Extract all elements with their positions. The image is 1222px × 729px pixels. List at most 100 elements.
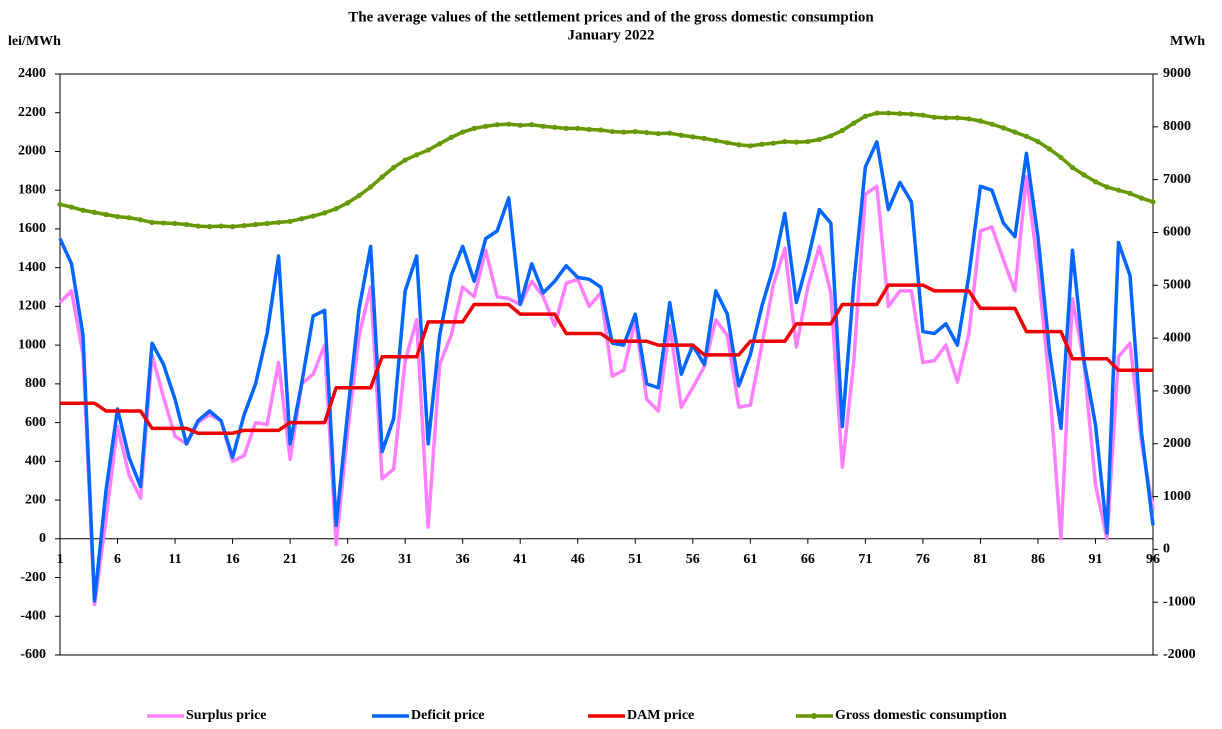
x-tick-label: 16 [226, 552, 240, 567]
series-marker [460, 129, 466, 135]
series-marker [195, 223, 201, 229]
series-line [58, 140, 1155, 603]
legend-label: Gross domestic consumption [835, 708, 1007, 723]
series-marker [954, 115, 961, 121]
series-marker [172, 220, 178, 227]
series-marker [241, 222, 247, 229]
series-marker [977, 118, 984, 124]
legend-label: DAM price [627, 708, 694, 723]
series-marker [816, 136, 822, 143]
series-marker [1127, 190, 1133, 196]
series-marker [1069, 164, 1076, 171]
series-marker [425, 147, 431, 153]
y-tick-label: 400 [25, 454, 46, 469]
plot-frame [59, 73, 1154, 656]
series-marker [114, 214, 121, 220]
series-marker [598, 127, 604, 133]
series-marker [471, 125, 477, 132]
series-marker [506, 121, 512, 127]
series-marker [667, 130, 673, 136]
x-tick-label: 41 [513, 552, 527, 567]
series-marker [137, 217, 144, 223]
series-marker [1150, 199, 1156, 205]
series-marker [931, 114, 938, 120]
series-marker [609, 128, 615, 135]
series-marker [563, 125, 569, 132]
x-tick-label: 81 [973, 552, 987, 567]
chart-subtitle: January 2022 [567, 27, 654, 43]
y-tick-label: -200 [20, 570, 46, 585]
series-marker [57, 201, 63, 208]
x-tick-label: 46 [571, 552, 585, 567]
series-marker [414, 152, 420, 158]
series-marker [68, 204, 75, 210]
series-marker [333, 206, 339, 212]
y-tick-label: 0 [39, 531, 46, 546]
series-marker [483, 123, 489, 129]
y-tick-label: 2400 [18, 66, 46, 81]
y2-tick-label: -1000 [1163, 594, 1196, 609]
series-marker [793, 139, 799, 145]
series-marker [943, 115, 949, 121]
series-marker [529, 122, 535, 128]
series-marker [575, 125, 581, 132]
series-marker [759, 141, 765, 147]
y2-tick-label: 2000 [1163, 436, 1191, 451]
y2-axis-label: MWh [1170, 34, 1205, 49]
series-marker [1023, 133, 1030, 139]
y-tick-label: -600 [20, 647, 46, 662]
series-marker [91, 209, 98, 215]
series-marker [252, 221, 259, 228]
series-marker [345, 200, 351, 206]
y-tick-label: 800 [25, 376, 46, 391]
series-marker [862, 113, 868, 119]
y2-tick-label: 5000 [1163, 277, 1191, 292]
series-marker [1092, 179, 1099, 185]
x-tick-label: 96 [1146, 552, 1160, 567]
legend-marker [811, 713, 817, 719]
x-tick-label: 71 [858, 552, 872, 567]
series-marker [356, 192, 362, 199]
series-marker [540, 123, 546, 129]
series-marker [80, 207, 86, 213]
series-marker [1012, 129, 1018, 135]
series-marker [690, 134, 696, 140]
series-marker [644, 130, 650, 136]
series-line [60, 283, 1153, 435]
y2-tick-label: -2000 [1163, 647, 1196, 662]
x-tick-label: 11 [168, 552, 181, 567]
series-marker [966, 116, 972, 122]
y-tick-label: 1000 [18, 337, 46, 352]
y-axis-label: lei/MWh [8, 34, 61, 49]
series-marker [391, 164, 397, 171]
series-marker [736, 142, 742, 148]
series-marker [218, 223, 224, 229]
x-tick-label: 86 [1031, 552, 1045, 567]
series-marker [1046, 146, 1053, 152]
series-marker [1035, 139, 1041, 145]
series-marker [448, 134, 454, 140]
x-tick-label: 61 [743, 552, 757, 567]
series-marker [1000, 125, 1007, 131]
series-marker [149, 219, 155, 226]
series-marker [885, 110, 891, 116]
series-marker [322, 210, 328, 216]
series-marker [897, 111, 903, 117]
series-marker [724, 140, 730, 146]
series-marker [1104, 184, 1110, 190]
series-marker [839, 127, 845, 134]
y2-tick-label: 3000 [1163, 383, 1191, 398]
series-marker [586, 126, 592, 133]
series-marker [874, 110, 880, 116]
x-tick-label: 26 [341, 552, 355, 567]
series-marker [920, 112, 926, 118]
y-tick-label: 1800 [18, 182, 46, 197]
series-marker [126, 215, 132, 221]
series-marker [805, 139, 811, 145]
series-marker [183, 221, 190, 228]
series-marker [782, 139, 788, 145]
series-marker [276, 219, 282, 226]
series-marker [379, 174, 385, 180]
series-marker [770, 140, 776, 146]
